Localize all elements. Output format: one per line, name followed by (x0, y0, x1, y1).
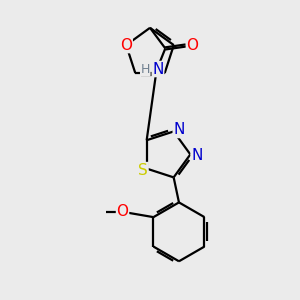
Text: N: N (173, 122, 184, 137)
Text: N: N (152, 61, 164, 76)
Text: O: O (116, 204, 128, 219)
Text: O: O (120, 38, 132, 52)
Text: O: O (186, 38, 198, 53)
Text: H: H (141, 62, 150, 76)
Text: N: N (191, 148, 202, 164)
Text: S: S (138, 163, 148, 178)
